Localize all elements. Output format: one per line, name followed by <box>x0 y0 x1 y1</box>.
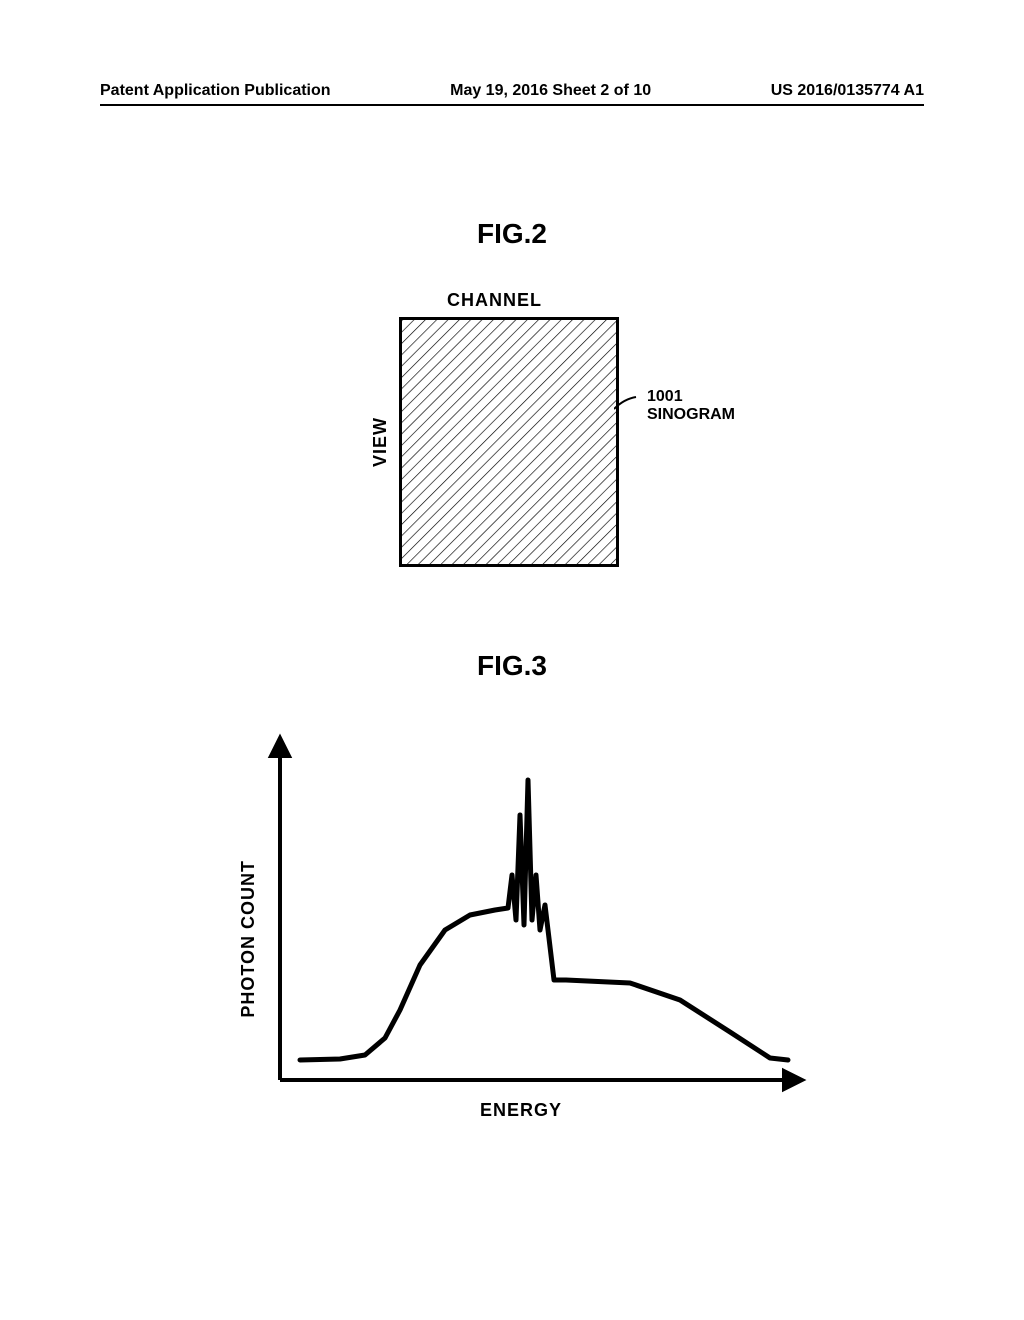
fig3-chart <box>260 720 820 1105</box>
fig2-block: CHANNEL VIEW 1001 SINOGRAM <box>370 290 619 567</box>
spectrum-plot <box>260 720 820 1100</box>
channel-label: CHANNEL <box>370 290 619 311</box>
x-axis-label: ENERGY <box>480 1100 562 1121</box>
callout-number: 1001 <box>647 388 683 405</box>
callout-leader <box>614 395 638 413</box>
header-left: Patent Application Publication <box>100 82 331 100</box>
sinogram-box: 1001 SINOGRAM <box>399 317 619 567</box>
fig2-title: FIG.2 <box>0 218 1024 250</box>
header-right: US 2016/0135774 A1 <box>771 82 924 100</box>
hatch-pattern <box>402 320 616 564</box>
y-axis-label: PHOTON COUNT <box>238 860 259 1018</box>
page: Patent Application Publication May 19, 2… <box>0 0 1024 1320</box>
header-rule <box>100 104 924 106</box>
sinogram-row: VIEW 1001 SINOGRAM <box>370 317 619 567</box>
page-header: Patent Application Publication May 19, 2… <box>100 82 924 100</box>
callout-text: 1001 SINOGRAM <box>647 388 735 424</box>
header-center: May 19, 2016 Sheet 2 of 10 <box>450 82 651 100</box>
callout-label: SINOGRAM <box>647 406 735 423</box>
view-label: VIEW <box>370 417 391 467</box>
fig3-title: FIG.3 <box>0 650 1024 682</box>
